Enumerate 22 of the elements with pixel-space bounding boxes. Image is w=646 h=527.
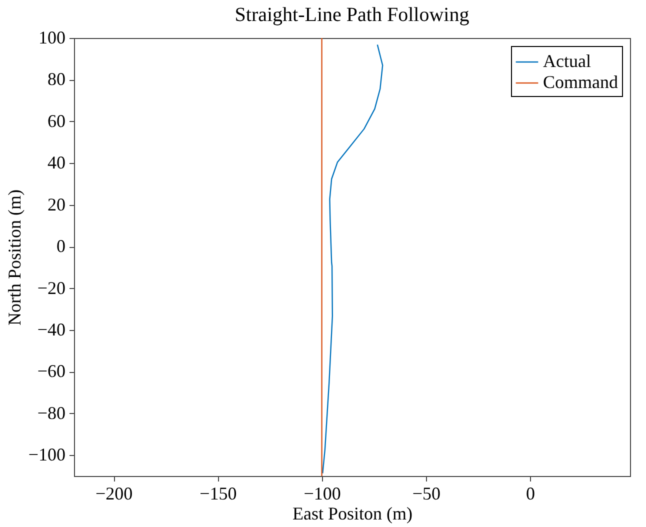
- y-tick-label: −20: [37, 278, 66, 298]
- x-tick-label: −50: [412, 484, 441, 504]
- y-tick-label: −100: [28, 444, 66, 465]
- legend-label: Command: [543, 72, 618, 92]
- y-tick-label: 0: [56, 236, 66, 256]
- y-tick-label: 60: [48, 110, 66, 131]
- y-tick-label: 80: [48, 69, 66, 90]
- legend-label: Actual: [543, 51, 591, 71]
- y-tick-label: −40: [37, 320, 66, 340]
- line-series: [322, 44, 384, 474]
- y-tick-label: 20: [48, 194, 66, 214]
- x-tick-label: −200: [95, 484, 133, 504]
- x-tick-label: −100: [304, 484, 341, 504]
- x-tick-label: −150: [200, 484, 237, 504]
- x-axis-title: East Positon (m): [292, 504, 413, 524]
- y-tick-label: 40: [48, 152, 66, 173]
- y-tick-label: −80: [37, 402, 66, 423]
- chart-title: Straight-Line Path Following: [234, 4, 470, 26]
- y-axis-title: North Position (m): [4, 189, 24, 326]
- x-tick-label: 0: [526, 484, 536, 504]
- y-tick-label: 100: [38, 28, 66, 48]
- y-tick-label: −60: [37, 361, 66, 382]
